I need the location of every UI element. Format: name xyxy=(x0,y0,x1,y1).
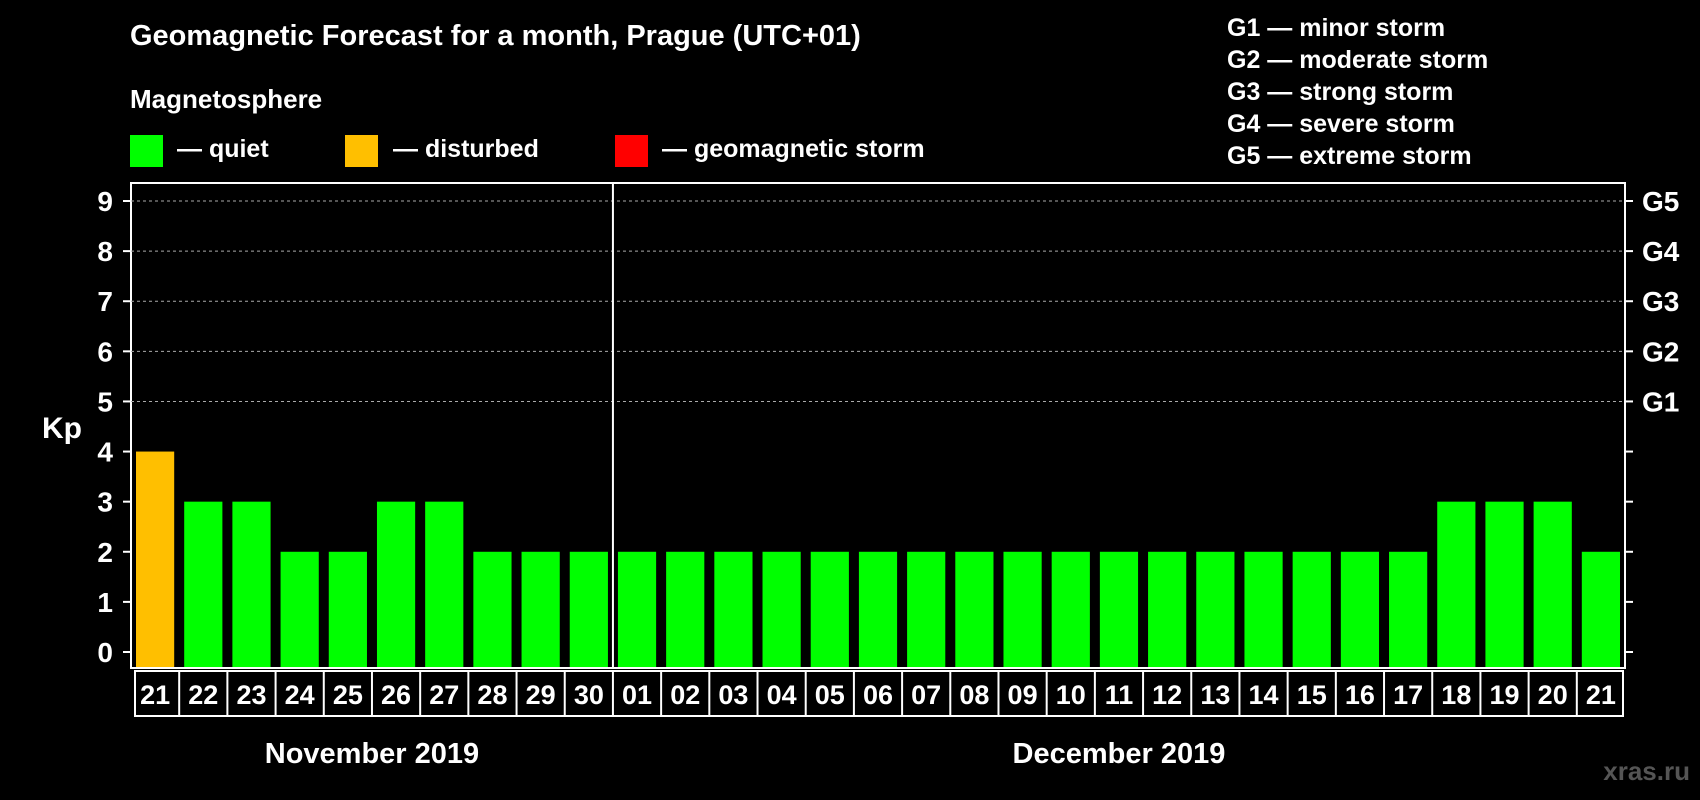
x-tick-label-12: 03 xyxy=(718,680,748,710)
month-label-0: November 2019 xyxy=(265,738,479,770)
bar-6 xyxy=(425,501,464,667)
x-tick-label-3: 24 xyxy=(285,680,315,710)
y-tick-label-5: 5 xyxy=(97,386,113,417)
plot-frame xyxy=(130,182,1626,669)
x-tick-label-26: 17 xyxy=(1393,680,1423,710)
x-tick-label-1: 22 xyxy=(188,680,218,710)
bar-4 xyxy=(328,551,367,667)
x-tick-label-0: 21 xyxy=(140,680,170,710)
legend-label-storm: — geomagnetic storm xyxy=(662,135,925,163)
y-axis-label: Kp xyxy=(42,412,82,445)
chart-title: Geomagnetic Forecast for a month, Prague… xyxy=(130,20,861,52)
bar-19 xyxy=(1051,551,1090,667)
bar-25 xyxy=(1340,551,1380,667)
x-tick-label-11: 02 xyxy=(670,680,700,710)
x-tick-label-15: 06 xyxy=(863,680,893,710)
watermark: xras.ru xyxy=(1603,756,1690,786)
x-tick-label-6: 27 xyxy=(429,680,459,710)
storm-scale-g4: G4 — severe storm xyxy=(1227,110,1455,138)
bar-23 xyxy=(1244,551,1283,667)
storm-scale-g3: G3 — strong storm xyxy=(1227,78,1454,106)
storm-scale-g1: G1 — minor storm xyxy=(1227,14,1446,42)
y-tick-label-9: 9 xyxy=(97,186,113,217)
y-tick-label-1: 1 xyxy=(97,587,113,618)
bar-22 xyxy=(1196,551,1235,667)
bar-16 xyxy=(907,551,946,667)
bar-0 xyxy=(136,451,175,667)
x-tick-label-28: 19 xyxy=(1489,680,1519,710)
y-tick-label-3: 3 xyxy=(97,487,113,518)
y-tick-label-0: 0 xyxy=(97,637,113,668)
x-tick-label-22: 13 xyxy=(1200,680,1230,710)
legend-swatch-disturbed xyxy=(345,135,378,167)
x-tick-label-19: 10 xyxy=(1056,680,1086,710)
bar-7 xyxy=(473,551,512,667)
bar-14 xyxy=(810,551,849,667)
date-axis-box xyxy=(134,670,1624,717)
right-axis-label-g3: G3 xyxy=(1642,286,1679,317)
bar-11 xyxy=(666,551,705,667)
bar-17 xyxy=(955,551,994,667)
bar-18 xyxy=(1003,551,1042,667)
x-tick-label-2: 23 xyxy=(236,680,266,710)
bar-15 xyxy=(858,551,898,667)
right-axis-label-g4: G4 xyxy=(1642,236,1680,267)
bar-20 xyxy=(1099,551,1139,667)
month-label-1: December 2019 xyxy=(1013,738,1226,770)
x-tick-label-16: 07 xyxy=(911,680,941,710)
bar-12 xyxy=(714,551,753,667)
bar-9 xyxy=(569,551,608,667)
right-axis-label-g2: G2 xyxy=(1642,336,1679,367)
bar-1 xyxy=(184,501,223,667)
x-tick-label-24: 15 xyxy=(1297,680,1327,710)
bar-2 xyxy=(232,501,271,667)
x-tick-label-17: 08 xyxy=(959,680,989,710)
legend-swatch-storm xyxy=(615,135,648,167)
legend-label-quiet: — quiet xyxy=(177,135,269,163)
x-tick-label-10: 01 xyxy=(622,680,652,710)
y-tick-label-7: 7 xyxy=(97,286,113,317)
right-axis-label-g5: G5 xyxy=(1642,186,1679,217)
bar-30 xyxy=(1581,551,1620,667)
legend-swatch-quiet xyxy=(130,135,163,167)
bar-24 xyxy=(1292,551,1331,667)
bar-3 xyxy=(280,551,319,667)
bar-29 xyxy=(1533,501,1572,667)
x-tick-label-13: 04 xyxy=(767,680,797,710)
x-tick-label-9: 30 xyxy=(574,680,604,710)
bar-27 xyxy=(1437,501,1476,667)
x-tick-label-18: 09 xyxy=(1008,680,1038,710)
bar-26 xyxy=(1389,551,1428,667)
bar-5 xyxy=(376,501,416,667)
y-tick-label-8: 8 xyxy=(97,236,113,267)
x-tick-label-8: 29 xyxy=(526,680,556,710)
storm-scale-g2: G2 — moderate storm xyxy=(1227,46,1489,74)
x-tick-label-4: 25 xyxy=(333,680,363,710)
right-axis-label-g1: G1 xyxy=(1642,386,1679,417)
x-tick-label-23: 14 xyxy=(1249,680,1279,710)
x-tick-label-29: 20 xyxy=(1538,680,1568,710)
x-tick-label-5: 26 xyxy=(381,680,411,710)
x-tick-label-21: 12 xyxy=(1152,680,1182,710)
storm-scale-g5: G5 — extreme storm xyxy=(1227,142,1472,170)
y-tick-label-4: 4 xyxy=(97,437,113,468)
bar-8 xyxy=(521,551,560,667)
bar-28 xyxy=(1485,501,1524,667)
x-tick-label-20: 11 xyxy=(1105,680,1134,710)
x-tick-label-27: 18 xyxy=(1441,680,1471,710)
legend-heading: Magnetosphere xyxy=(130,84,323,114)
x-tick-label-30: 21 xyxy=(1586,680,1616,710)
legend-label-disturbed: — disturbed xyxy=(393,135,539,163)
bar-21 xyxy=(1148,551,1187,667)
bar-10 xyxy=(617,551,657,667)
y-tick-label-2: 2 xyxy=(97,537,113,568)
y-tick-label-6: 6 xyxy=(97,336,113,367)
x-tick-label-25: 16 xyxy=(1345,680,1375,710)
x-tick-label-7: 28 xyxy=(477,680,507,710)
bar-13 xyxy=(762,551,801,667)
x-tick-label-14: 05 xyxy=(815,680,845,710)
